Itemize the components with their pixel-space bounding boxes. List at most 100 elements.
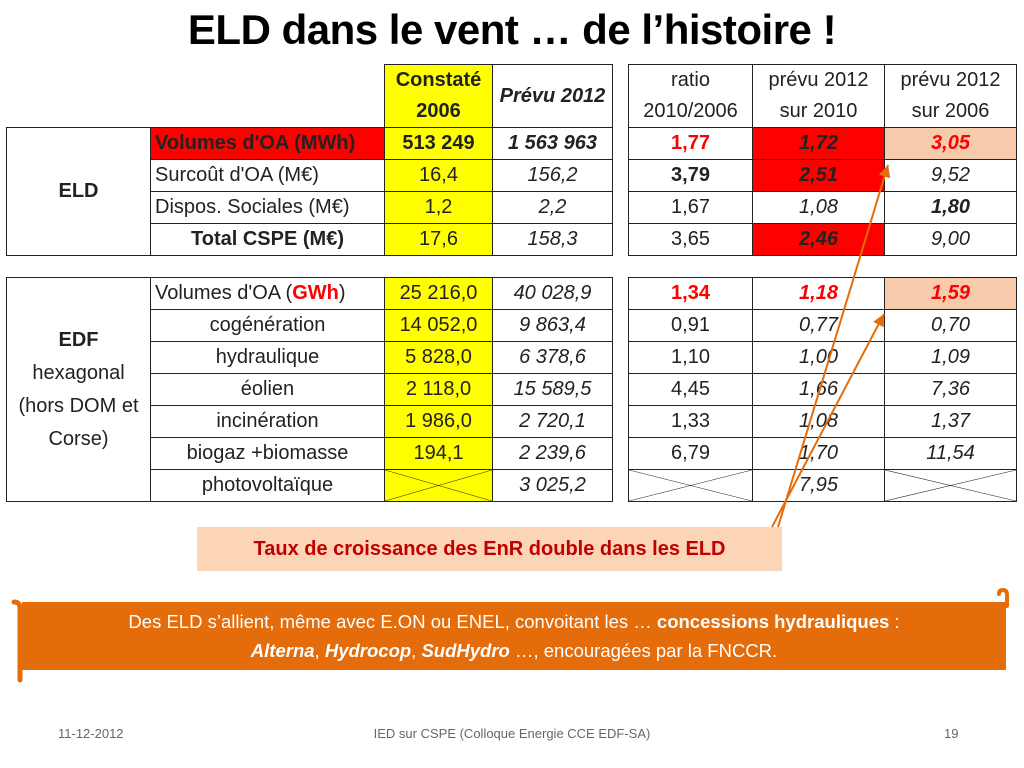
value-prevu: 9 863,4 [492, 309, 613, 342]
value-prevu: 6 378,6 [492, 341, 613, 374]
value-constate: 5 828,0 [384, 341, 493, 374]
page-number: 19 [944, 726, 959, 741]
group-label-eld: ELD [6, 127, 151, 256]
value-constate: 16,4 [384, 159, 493, 192]
crossed-cell [628, 469, 753, 502]
value-prevu: 2 720,1 [492, 405, 613, 438]
header-ratio: ratio 2010/2006 [628, 64, 753, 128]
value-p2010: 1,72 [752, 127, 885, 160]
value-p2010: 1,08 [752, 405, 885, 438]
cross-mark-icon [886, 470, 1015, 501]
unit-gwh: GWh [292, 282, 339, 304]
value-p2006: 11,54 [884, 437, 1017, 470]
left-edf-table: EDF hexagonal (hors DOM et Corse) Volume… [6, 277, 613, 502]
value-p2010: 1,18 [752, 277, 885, 310]
header-prevu-2012: Prévu 2012 [492, 64, 613, 128]
label-text: Volumes d'OA ( [155, 282, 293, 304]
row-label: hydraulique [150, 341, 385, 374]
value-constate: 25 216,0 [384, 277, 493, 310]
footer-center: IED sur CSPE (Colloque Energie CCE EDF-S… [373, 726, 651, 741]
value-p2006-highlight: 3,05 [884, 127, 1017, 160]
banner-emphasis: concessions hydrauliques [656, 611, 890, 632]
banner-text: : [889, 611, 900, 632]
value-p2006: 9,00 [884, 223, 1017, 256]
value-constate: 1,2 [384, 191, 493, 224]
scroll-left-icon [11, 599, 23, 683]
value-p2010: 0,77 [752, 309, 885, 342]
value-ratio: 1,77 [628, 127, 753, 160]
value-constate: 14 052,0 [384, 309, 493, 342]
group-label-edf: EDF hexagonal (hors DOM et Corse) [6, 277, 151, 502]
value-ratio: 3,65 [628, 223, 753, 256]
header-prevu-2010: prévu 2012 sur 2010 [752, 64, 885, 128]
banner-text: …, encouragées par la FNCCR. [509, 640, 778, 661]
value-ratio: 1,67 [628, 191, 753, 224]
value-ratio: 1,34 [628, 277, 753, 310]
company-alterna: Alterna [250, 640, 315, 661]
company-sudhydro: SudHydro [421, 640, 510, 661]
left-data-table: Constaté 2006 Prévu 2012 ELD Volumes d'O… [6, 64, 613, 256]
row-label: Volumes d'OA (MWh) [150, 127, 385, 160]
header-prevu-2006: prévu 2012 sur 2006 [884, 64, 1017, 128]
growth-callout: Taux de croissance des EnR double dans l… [197, 527, 782, 571]
value-constate: 1 986,0 [384, 405, 493, 438]
right-edf-ratio-table: 1,34 1,18 1,59 0,91 0,77 0,70 1,10 1,00 … [628, 277, 1017, 502]
row-label: incinération [150, 405, 385, 438]
value-constate: 17,6 [384, 223, 493, 256]
value-prevu: 3 025,2 [492, 469, 613, 502]
value-p2010: 1,66 [752, 373, 885, 406]
edf-label: EDF [58, 328, 99, 351]
cross-mark-icon [385, 470, 492, 501]
header-constate: Constaté 2006 [384, 64, 493, 128]
value-p2010: 7,95 [752, 469, 885, 502]
row-label: Dispos. Sociales (M€) [150, 191, 385, 224]
header-spacer [151, 65, 385, 128]
value-ratio: 1,10 [628, 341, 753, 374]
value-p2006: 1,80 [884, 191, 1017, 224]
value-ratio: 1,33 [628, 405, 753, 438]
value-prevu: 40 028,9 [492, 277, 613, 310]
value-p2010: 1,08 [752, 191, 885, 224]
value-prevu: 1 563 963 [492, 127, 613, 160]
value-p2010: 1,70 [752, 437, 885, 470]
info-banner: Des ELD s’allient, même avec E.ON ou ENE… [22, 602, 1006, 670]
label-text: ) [338, 282, 346, 304]
row-label: Surcoût d'OA (M€) [150, 159, 385, 192]
value-prevu: 156,2 [492, 159, 613, 192]
banner-separator: , [411, 640, 422, 661]
value-prevu: 2,2 [492, 191, 613, 224]
header-spacer [7, 65, 151, 128]
slide-title: ELD dans le vent … de l’histoire ! [187, 6, 837, 53]
value-ratio: 4,45 [628, 373, 753, 406]
value-p2006: 9,52 [884, 159, 1017, 192]
cross-mark-icon [629, 470, 752, 501]
right-ratio-table: ratio 2010/2006 prévu 2012 sur 2010 prév… [628, 64, 1017, 256]
edf-sublabel: hexagonal (hors DOM et Corse) [18, 361, 139, 450]
value-p2010: 1,00 [752, 341, 885, 374]
value-ratio: 6,79 [628, 437, 753, 470]
value-constate: 513 249 [384, 127, 493, 160]
value-constate: 194,1 [384, 437, 493, 470]
value-p2006: 7,36 [884, 373, 1017, 406]
value-p2010: 2,51 [752, 159, 885, 192]
row-label: biogaz +biomasse [150, 437, 385, 470]
row-label-volumes: Volumes d'OA (GWh) [150, 277, 385, 310]
row-label: cogénération [150, 309, 385, 342]
value-prevu: 2 239,6 [492, 437, 613, 470]
row-label: éolien [150, 373, 385, 406]
value-p2006: 1,37 [884, 405, 1017, 438]
value-prevu: 15 589,5 [492, 373, 613, 406]
value-constate: 2 118,0 [384, 373, 493, 406]
company-hydrocop: Hydrocop [324, 640, 412, 661]
value-prevu: 158,3 [492, 223, 613, 256]
crossed-cell [884, 469, 1017, 502]
value-ratio: 0,91 [628, 309, 753, 342]
banner-line-1: Des ELD s’allient, même avec E.ON ou ENE… [22, 607, 1006, 636]
value-p2006: 0,70 [884, 309, 1017, 342]
banner-separator: , [314, 640, 325, 661]
value-p2006: 1,09 [884, 341, 1017, 374]
banner-text: Des ELD s’allient, même avec E.ON ou ENE… [128, 611, 657, 632]
scroll-right-icon [997, 588, 1009, 608]
banner-line-2: Alterna, Hydrocop, SudHydro …, encouragé… [22, 636, 1006, 665]
footer-date: 11-12-2012 [58, 726, 124, 741]
